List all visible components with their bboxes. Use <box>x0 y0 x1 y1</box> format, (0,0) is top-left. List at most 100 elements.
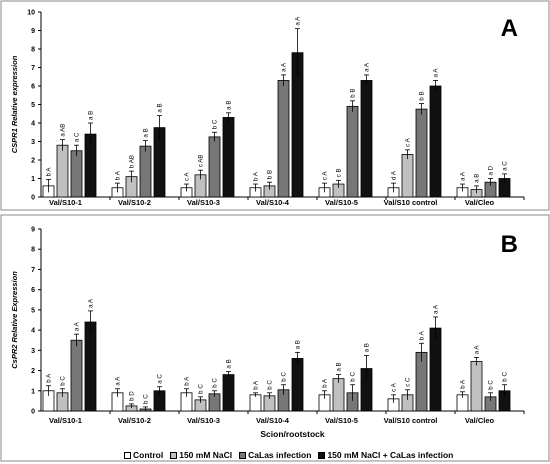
data-label: a A <box>88 298 95 308</box>
bar <box>291 358 304 412</box>
x-tick-label: Val/S10 control <box>384 198 438 207</box>
x-tick-label: Val/S10-4 <box>256 198 290 207</box>
data-label: c C <box>405 377 412 387</box>
data-label: d A <box>391 170 398 180</box>
legend-label-control: Control <box>133 450 164 460</box>
legend-swatch-nacl <box>170 451 178 459</box>
chart-panel-a: 0 1 2 3 4 5 6 7 8 9 10 CSPR1 Relative expression A Va… <box>10 10 525 207</box>
y-tick-label: 0 <box>31 409 35 416</box>
data-label: b B <box>267 170 274 179</box>
y-tick-label: 7 <box>31 65 35 72</box>
data-label: b C <box>212 119 219 129</box>
data-label: a B <box>157 103 164 112</box>
bar <box>470 361 483 412</box>
bar <box>222 374 235 412</box>
data-label: a B <box>474 174 481 183</box>
legend-swatch-nacl-calas <box>318 451 326 459</box>
y-tick-label: 6 <box>31 287 35 294</box>
y-tick-label: 5 <box>31 307 35 314</box>
y-tick-label: 8 <box>31 47 35 54</box>
x-tick-label: Val/S10-5 <box>325 416 358 425</box>
panel-a-frame <box>0 0 550 211</box>
bar <box>401 154 414 198</box>
y-tick-label: 3 <box>31 348 35 355</box>
legend-label-nacl: 150 mM NaCl <box>179 450 233 460</box>
x-tick-label: Val/S10-1 <box>49 198 82 207</box>
data-label: a A <box>115 376 122 386</box>
x-tick-label: Val/S10-2 <box>118 416 151 425</box>
y-tick-label: 4 <box>31 328 35 335</box>
x-tick-label: Val/S10-3 <box>187 416 220 425</box>
bar <box>277 80 290 198</box>
data-label: b A <box>115 170 122 180</box>
y-tick-label: 1 <box>31 388 35 395</box>
bar <box>70 339 83 412</box>
data-label: a C <box>502 161 509 171</box>
chart-panel-b: 0 1 2 3 4 5 6 7 8 9 CsPR2 Relative Expression B Val/… <box>10 227 525 439</box>
data-label: b A <box>253 380 260 390</box>
legend-item-nacl: 150 mM NaCl <box>170 450 232 460</box>
legend-label-nacl-calas: 150 mM NaCl + CaLas infection <box>327 450 454 460</box>
y-tick-label: 6 <box>31 84 35 91</box>
y-tick-label: 9 <box>31 28 35 35</box>
data-label: b A <box>419 330 426 340</box>
y-tick-label: 8 <box>31 247 35 254</box>
data-label: c A <box>322 171 329 180</box>
data-label: c A <box>184 172 191 181</box>
data-label: a B <box>336 362 343 371</box>
bar <box>208 136 221 198</box>
panel-letter: A <box>501 15 518 42</box>
data-label: a A <box>281 62 288 72</box>
x-tick-label: Val/S10-5 <box>325 198 358 207</box>
data-label: b C <box>488 380 495 390</box>
data-label: b A <box>460 379 467 389</box>
data-label: b D <box>129 391 136 401</box>
data-label: b A <box>253 171 260 181</box>
data-label: c B <box>336 168 343 177</box>
x-tick-label: Val/Cleo <box>465 416 495 425</box>
y-tick-label: 2 <box>31 368 35 375</box>
data-label: b AB <box>129 155 136 168</box>
x-tick-label: Val/S10-4 <box>256 416 290 425</box>
data-label: b C <box>143 394 150 404</box>
data-label: b B <box>419 91 426 100</box>
bar <box>222 117 235 198</box>
data-label: c A <box>405 137 412 146</box>
data-label: a A <box>74 321 81 331</box>
y-tick-label: 2 <box>31 158 35 165</box>
bar <box>332 378 345 412</box>
data-label: b C <box>502 372 509 382</box>
x-tick-label: Val/S10 control <box>384 416 438 425</box>
bar <box>139 145 152 198</box>
data-label: b C <box>267 380 274 390</box>
bar <box>84 321 97 412</box>
data-label: b C <box>60 376 67 386</box>
data-label: b C <box>350 372 357 382</box>
x-tick-label: Val/S10-3 <box>187 198 220 207</box>
y-tick-label: 1 <box>31 176 35 183</box>
bar <box>70 150 83 198</box>
bar <box>429 85 442 198</box>
x-tick-label: Val/S10-2 <box>118 198 151 207</box>
y-tick-label: 7 <box>31 267 35 274</box>
y-axis-label: CsPR2 Relative Expression <box>10 271 19 369</box>
data-label: b A <box>46 167 53 177</box>
legend-item-nacl-calas: 150 mM NaCl + CaLas infection <box>318 450 453 460</box>
data-label: a AB <box>60 124 67 137</box>
y-tick-label: 3 <box>31 139 35 146</box>
data-label: a D <box>488 165 495 175</box>
legend-swatch-calas <box>239 451 247 459</box>
legend-item-control: Control <box>124 450 163 460</box>
data-label: a B <box>143 128 150 137</box>
legend-swatch-control <box>124 451 131 459</box>
data-label: b B <box>350 89 357 98</box>
y-tick-label: 0 <box>31 195 35 202</box>
data-label: a A <box>364 62 371 72</box>
chart-legend: Control 150 mM NaCl CaLas infection 150 … <box>124 448 454 462</box>
data-label: a B <box>88 111 95 120</box>
data-label: a A <box>474 345 481 355</box>
data-label: a A <box>460 171 467 181</box>
x-tick-label: Val/Cleo <box>465 198 495 207</box>
data-label: a A <box>433 68 440 78</box>
